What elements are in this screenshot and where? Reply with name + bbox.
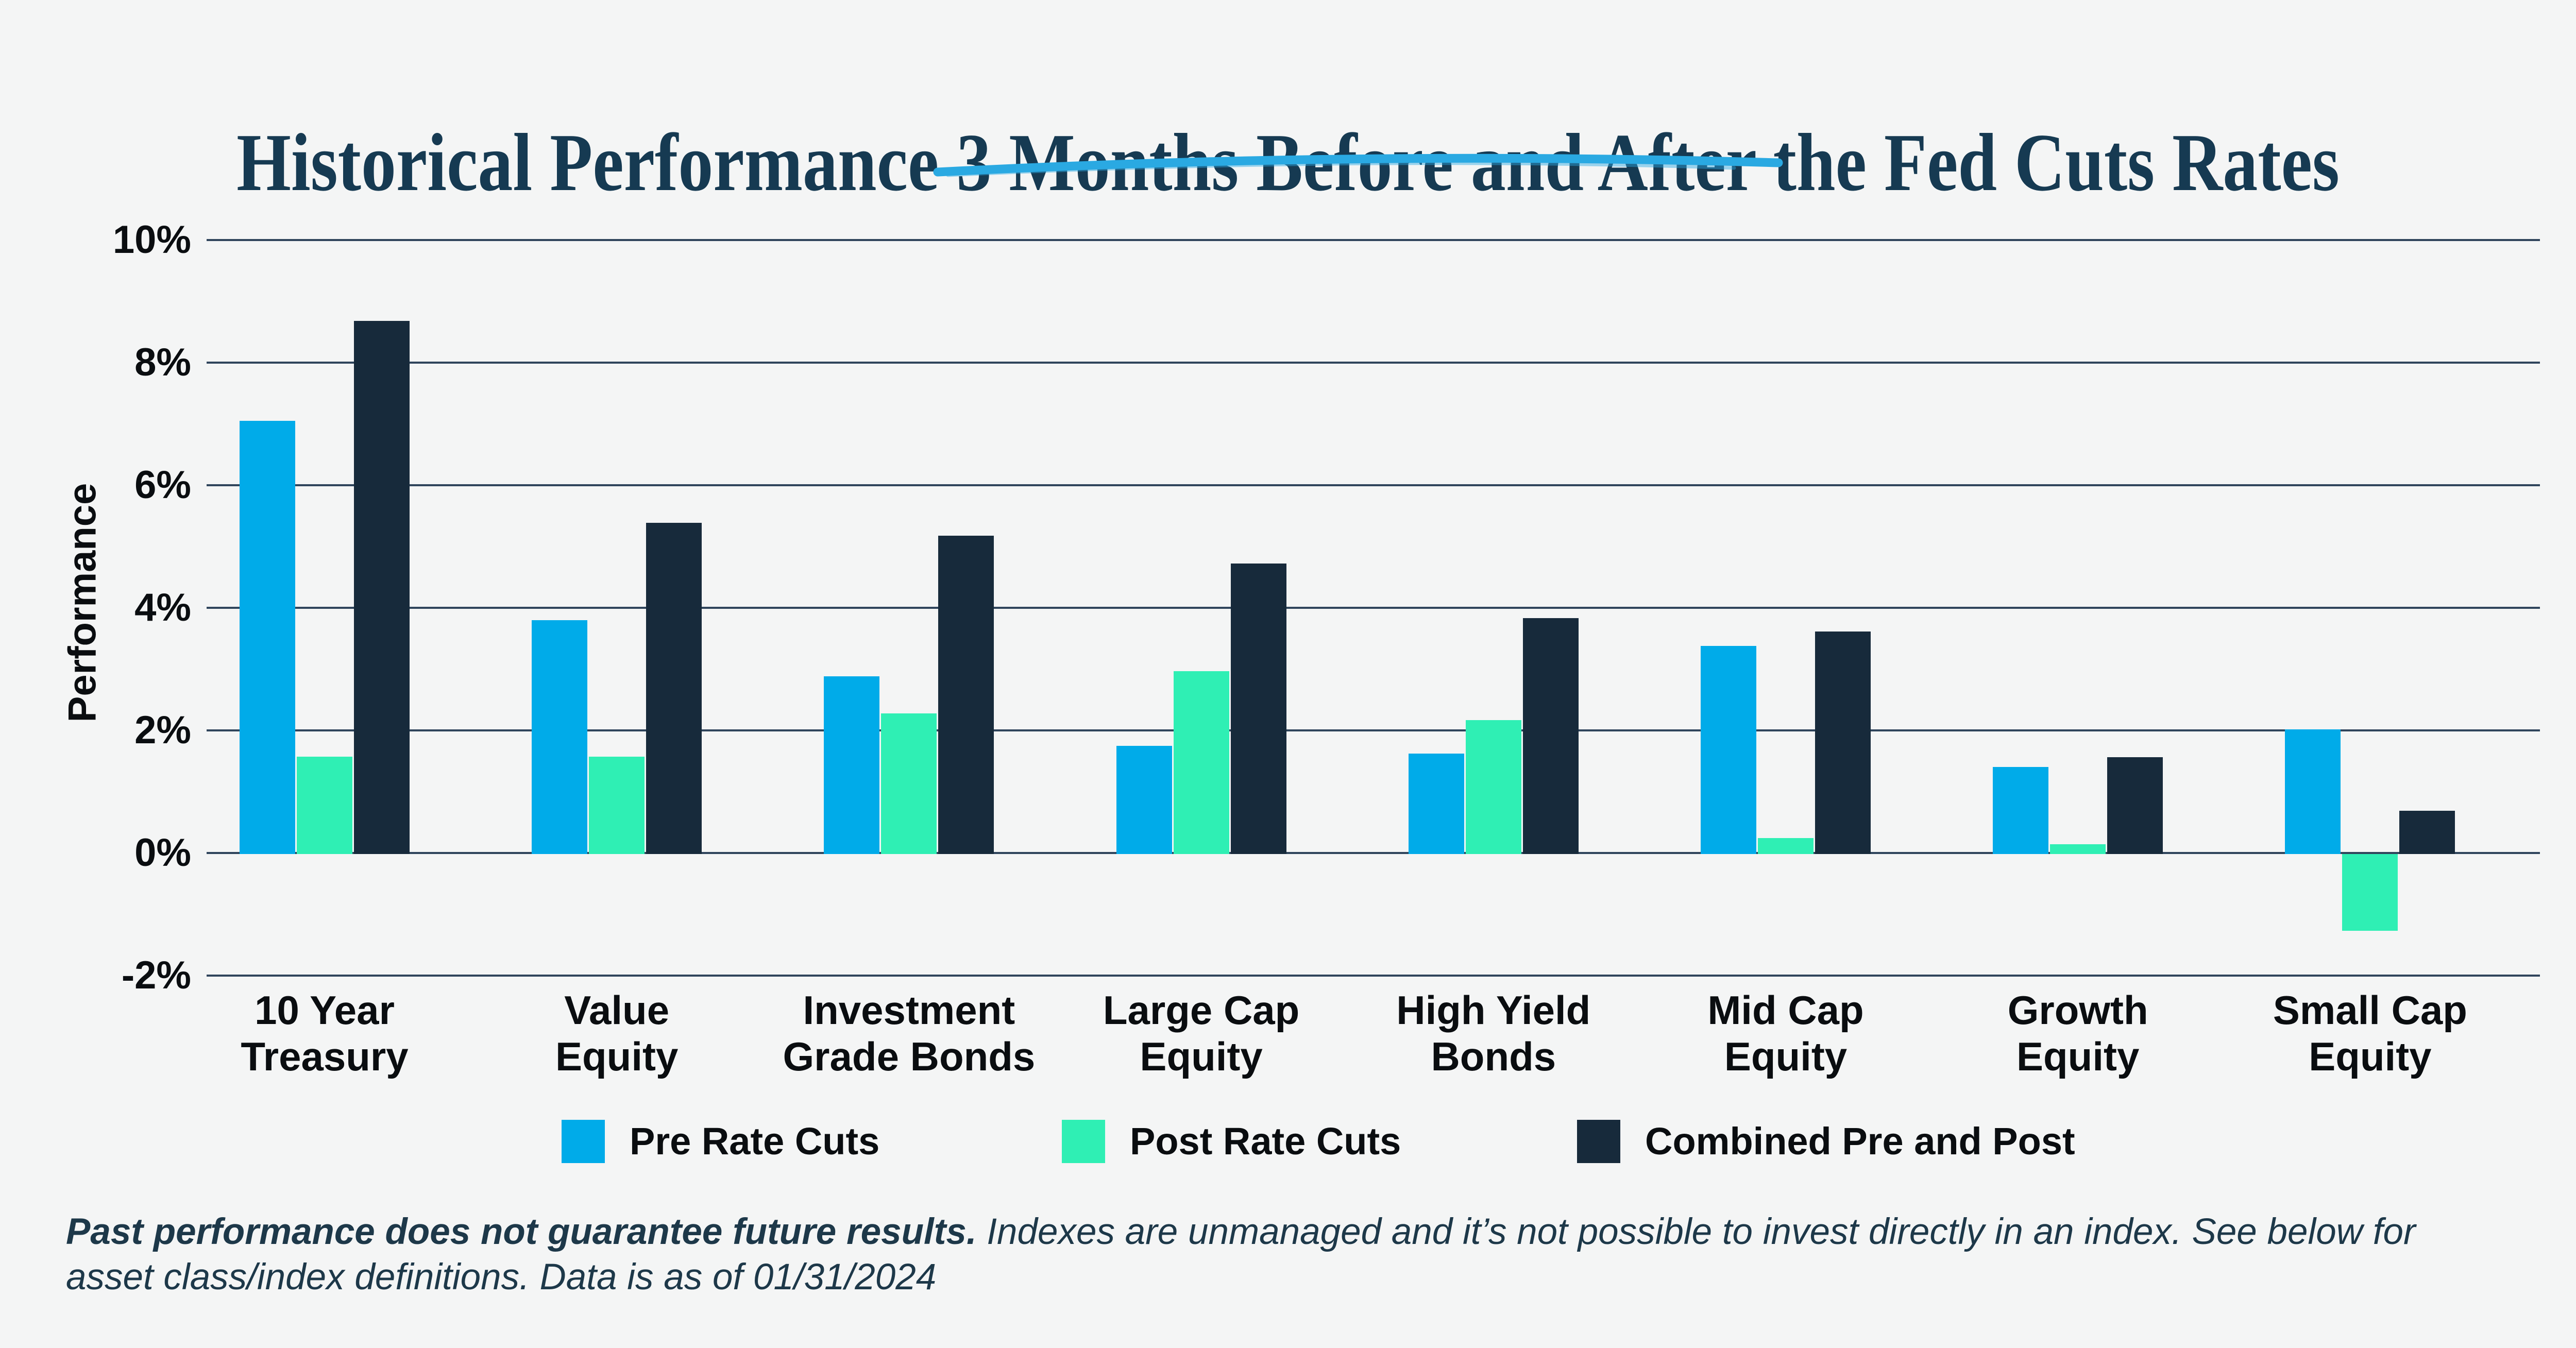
y-tick-label-4: 4% [134,586,191,629]
bar-combined-pre-and-post-10-year-treasury [354,321,410,854]
bar-pre-rate-cuts-value-equity [532,620,588,854]
legend-item-combined-pre-and-post: Combined Pre and Post [1577,1120,2075,1163]
bar-combined-pre-and-post-large-cap-equity [1230,564,1286,854]
x-category-label-value-equity: Value Equity [555,987,679,1079]
bar-combined-pre-and-post-small-cap-equity [2399,810,2455,854]
bar-pre-rate-cuts-10-year-treasury [240,421,295,854]
legend-swatch-pre-rate-cuts-icon [562,1120,605,1163]
bar-pre-rate-cuts-small-cap-equity [2285,729,2341,854]
x-category-label-growth-equity: Growth Equity [2007,987,2148,1079]
bar-post-rate-cuts-large-cap-equity [1173,671,1229,854]
bar-post-rate-cuts-investment-grade-bonds [881,713,937,854]
gridline-2 [207,975,2540,977]
bar-combined-pre-and-post-high-yield-bonds [1522,618,1579,854]
y-tick-label-0: 0% [134,831,191,875]
x-category-label-high-yield-bonds: High Yield Bonds [1396,987,1591,1079]
x-category-label-mid-cap-equity: Mid Cap Equity [1707,987,1864,1079]
title-underline-swoosh-icon [933,153,1783,177]
gridline-4 [207,607,2540,609]
gridline-6 [207,484,2540,486]
y-tick-label-6: 6% [134,463,191,507]
disclaimer-line-2: asset class/index definitions. Data is a… [66,1257,937,1298]
legend-label-pre-rate-cuts: Pre Rate Cuts [630,1120,880,1163]
x-category-label-large-cap-equity: Large Cap Equity [1103,987,1300,1079]
bar-pre-rate-cuts-mid-cap-equity [1701,645,1756,854]
y-tick-label-10: 10% [112,218,191,262]
bar-pre-rate-cuts-large-cap-equity [1116,745,1172,854]
bar-post-rate-cuts-growth-equity [2050,844,2106,854]
legend-label-combined-pre-and-post: Combined Pre and Post [1645,1120,2075,1163]
bar-pre-rate-cuts-high-yield-bonds [1408,754,1464,854]
gridline-10 [207,239,2540,241]
disclaimer-bold-sentence: Past performance does not guarantee futu… [66,1212,977,1252]
disclaimer-line-1-rest: Indexes are unmanaged and it’s not possi… [976,1212,2416,1252]
bar-post-rate-cuts-high-yield-bonds [1465,720,1521,854]
legend-label-post-rate-cuts: Post Rate Cuts [1130,1120,1401,1163]
gridline-0 [207,852,2540,854]
y-tick-label-2: 2% [134,708,191,752]
disclaimer-text: Past performance does not guarantee futu… [66,1209,2467,1300]
x-category-label-investment-grade-bonds: Investment Grade Bonds [783,987,1036,1079]
bar-post-rate-cuts-value-equity [589,757,645,854]
x-category-label-10-year-treasury: 10 Year Treasury [241,987,409,1079]
legend-swatch-post-rate-cuts-icon [1062,1120,1105,1163]
bar-post-rate-cuts-10-year-treasury [297,757,352,854]
bar-post-rate-cuts-small-cap-equity [2342,854,2398,931]
bar-pre-rate-cuts-investment-grade-bonds [824,676,880,854]
gridline-2 [207,729,2540,731]
bar-combined-pre-and-post-value-equity [646,522,702,854]
y-tick-label-8: 8% [134,340,191,384]
legend-swatch-combined-pre-and-post-icon [1577,1120,1620,1163]
bar-combined-pre-and-post-mid-cap-equity [1815,632,1871,854]
legend-item-post-rate-cuts: Post Rate Cuts [1062,1120,1401,1163]
bar-combined-pre-and-post-investment-grade-bonds [938,535,994,854]
bar-combined-pre-and-post-growth-equity [2107,757,2163,854]
gridline-8 [207,362,2540,364]
bar-pre-rate-cuts-growth-equity [1993,767,2049,854]
x-category-label-small-cap-equity: Small Cap Equity [2273,987,2467,1079]
legend-item-pre-rate-cuts: Pre Rate Cuts [562,1120,879,1163]
y-tick-label-2: -2% [121,953,191,997]
disclaimer-line-1: Past performance does not guarantee futu… [66,1209,2467,1255]
bar-post-rate-cuts-mid-cap-equity [1758,838,1814,854]
